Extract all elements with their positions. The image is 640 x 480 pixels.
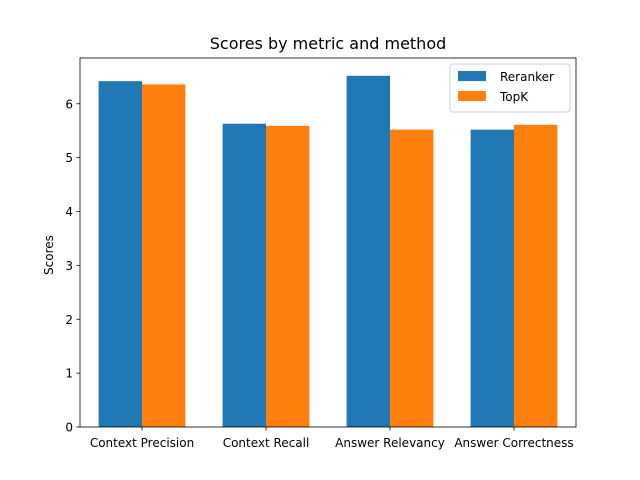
x-tick-label-2: Answer Relevancy (335, 436, 445, 450)
y-axis-label: Scores (42, 235, 56, 275)
y-tick-label-4: 4 (65, 205, 73, 219)
bar-reranker-0 (98, 81, 142, 427)
axes-layer: 0 1 2 3 4 5 6 Context Precision Context Recall An… (65, 57, 577, 450)
legend-swatch-reranker (458, 71, 486, 81)
legend-label-topk: TopK (499, 90, 529, 104)
bar-reranker-3 (470, 129, 514, 427)
legend-swatch-topk (458, 91, 486, 101)
y-tick-label-1: 1 (65, 367, 73, 381)
plot-frame (79, 57, 577, 428)
bar-topk-0 (142, 84, 186, 427)
y-tick-label-0: 0 (65, 421, 73, 435)
bar-topk-2 (390, 129, 434, 427)
y-tick-label-6: 6 (65, 97, 73, 111)
legend-label-reranker: Reranker (500, 70, 554, 84)
y-tick-label-3: 3 (65, 259, 73, 273)
bar-reranker-1 (222, 123, 266, 427)
bar-topk-3 (514, 124, 558, 427)
y-tick-label-2: 2 (65, 313, 73, 327)
chart-title: Scores by metric and method (210, 34, 447, 53)
bars-layer (98, 75, 558, 427)
x-tick-label-3: Answer Correctness (454, 436, 573, 450)
legend: Reranker TopK (449, 63, 571, 113)
bar-topk-1 (266, 125, 310, 427)
x-tick-label-0: Context Precision (90, 436, 194, 450)
y-tick-label-5: 5 (65, 151, 73, 165)
x-tick-label-1: Context Recall (223, 436, 310, 450)
bar-reranker-2 (346, 75, 390, 427)
